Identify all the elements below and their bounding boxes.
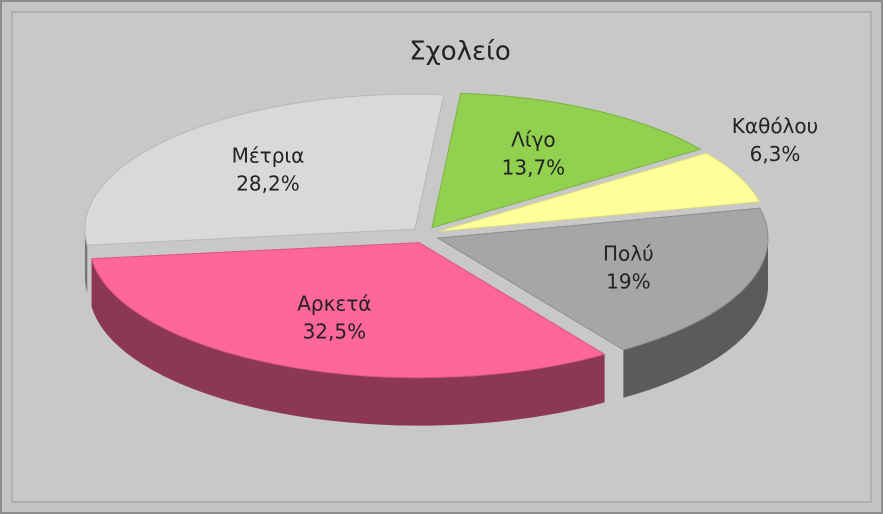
data-label-value: 19% bbox=[606, 269, 650, 293]
data-label-value: 28,2% bbox=[236, 171, 300, 195]
slice bbox=[90, 242, 606, 379]
data-label-value: 32,5% bbox=[303, 319, 367, 343]
data-label-name: Καθόλου bbox=[732, 114, 818, 138]
pie-tops bbox=[84, 92, 769, 379]
slice-side bbox=[623, 238, 769, 398]
pie-sides bbox=[84, 229, 769, 426]
slice-side bbox=[91, 258, 605, 426]
data-label-value: 13,7% bbox=[502, 156, 566, 180]
slice bbox=[437, 152, 761, 233]
slice bbox=[431, 92, 702, 229]
data-label-name: Λίγο bbox=[511, 128, 556, 152]
data-label-name: Μέτρια bbox=[232, 143, 305, 167]
slice bbox=[436, 207, 769, 351]
data-label-name: Πολύ bbox=[603, 241, 654, 265]
slice bbox=[84, 93, 445, 246]
data-label-name: Αρκετά bbox=[297, 291, 371, 315]
slice-side bbox=[84, 229, 88, 294]
data-label-value: 6,3% bbox=[750, 142, 801, 166]
chart-title: Σχολείο bbox=[409, 37, 511, 67]
